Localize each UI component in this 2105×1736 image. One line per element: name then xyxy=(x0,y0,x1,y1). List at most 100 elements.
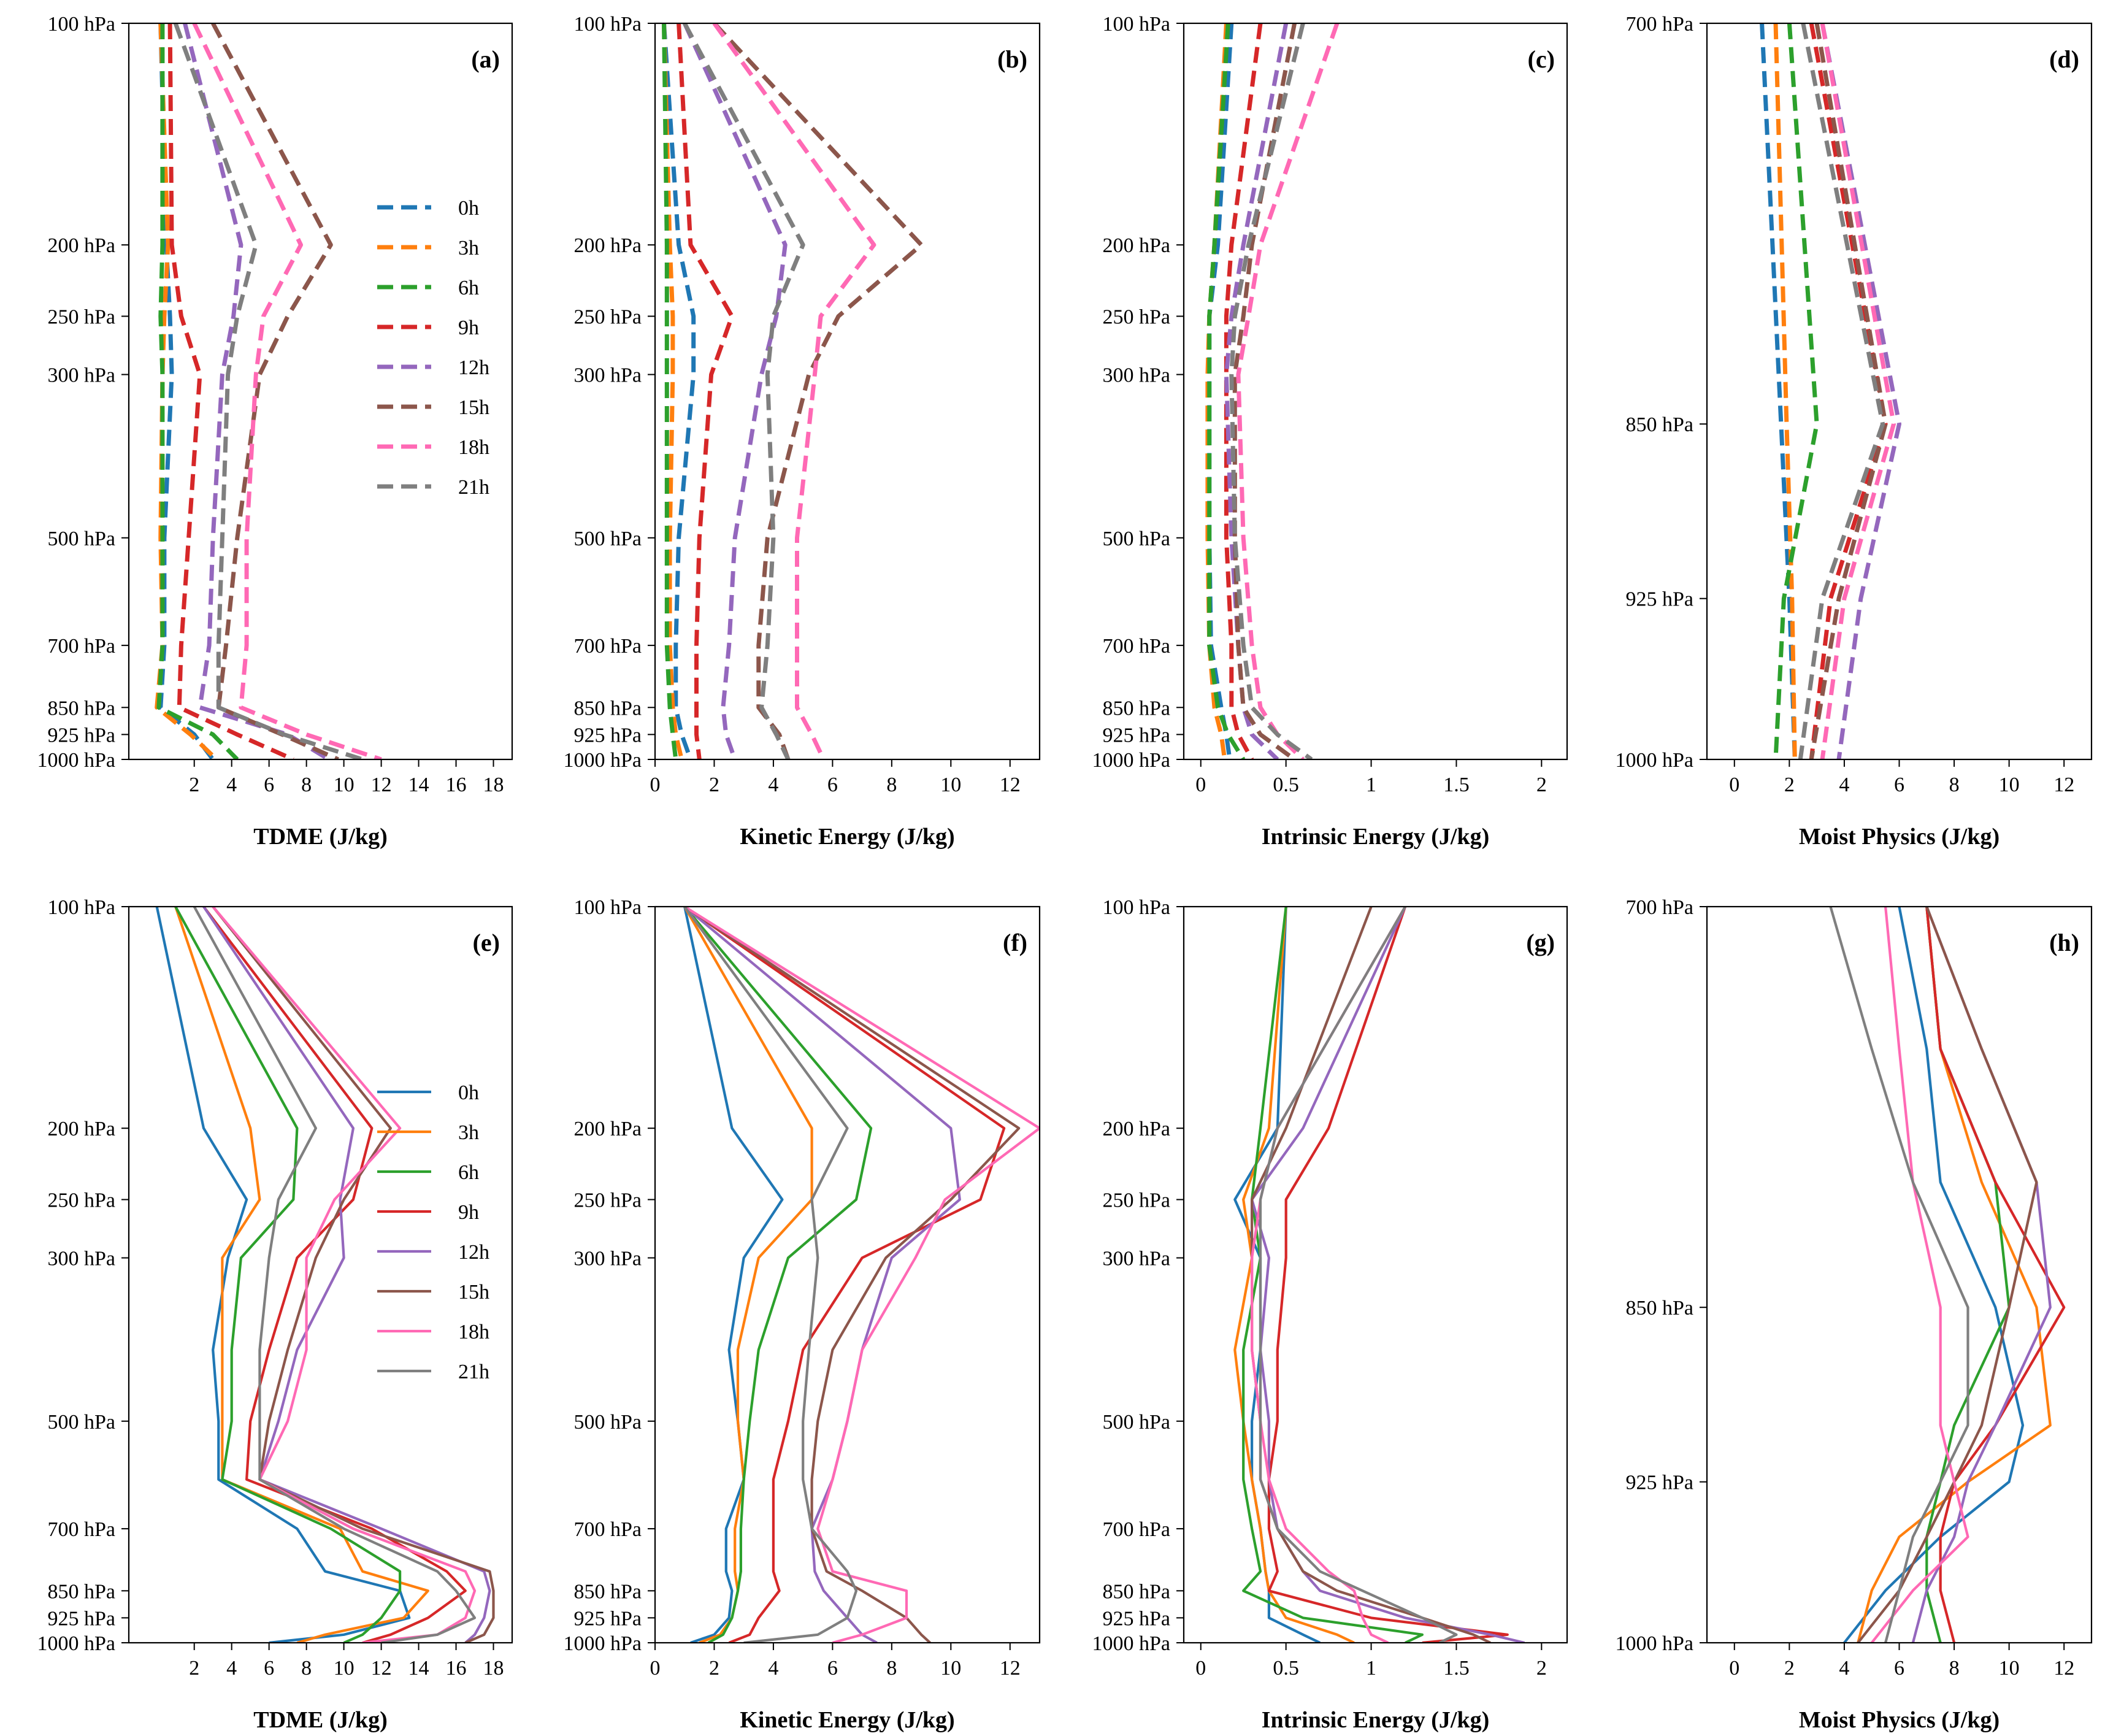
x-tick-label: 12 xyxy=(1000,1657,1021,1680)
y-tick-label: 925 hPa xyxy=(48,1607,116,1630)
series-group xyxy=(683,907,1040,1643)
y-tick-label: 925 hPa xyxy=(574,724,642,747)
x-tick-label: 4 xyxy=(1839,1657,1849,1680)
y-tick-label: 500 hPa xyxy=(1103,1411,1171,1434)
series-line-3h xyxy=(662,23,684,759)
x-tick-label: 2 xyxy=(709,774,719,796)
y-tick-label: 700 hPa xyxy=(48,635,116,658)
series-line-0h xyxy=(155,907,411,1643)
x-tick-label: 6 xyxy=(264,774,274,796)
y-tick-label: 250 hPa xyxy=(1103,306,1171,329)
series-line-6h xyxy=(683,907,873,1643)
x-tick-label: 4 xyxy=(768,1657,778,1680)
x-tick-label: 0 xyxy=(1195,774,1206,796)
series-group xyxy=(1205,23,1340,759)
axes-frame xyxy=(654,22,1041,761)
legend-label: 12h xyxy=(458,1241,489,1264)
axes-frame xyxy=(1183,905,1568,1644)
legend-label: 6h xyxy=(458,277,479,299)
y-tick-label: 500 hPa xyxy=(48,1411,116,1434)
x-tick-label: 0 xyxy=(650,1657,661,1680)
series-line-21h xyxy=(683,907,858,1643)
y-tick-label: 700 hPa xyxy=(1626,896,1694,919)
legend-label: 18h xyxy=(458,436,489,459)
y-tick-label: 850 hPa xyxy=(48,697,116,720)
y-tick-label: 1000 hPa xyxy=(37,1632,116,1655)
panel-label: (a) xyxy=(471,45,500,73)
series-line-21h xyxy=(1259,907,1458,1643)
x-tick-label: 16 xyxy=(446,1657,467,1680)
series-line-15h xyxy=(1857,907,2038,1643)
y-tick-label: 200 hPa xyxy=(48,1118,116,1140)
x-tick-label: 1.5 xyxy=(1443,774,1470,796)
panel-e: 100 hPa 200 hPa 250 hPa 300 hPa 500 hPa 700 h… xyxy=(37,896,513,1733)
series-line-3h xyxy=(1233,907,1355,1643)
panel-label: (c) xyxy=(1528,45,1555,73)
legend-label: 6h xyxy=(458,1161,479,1184)
series-line-12h xyxy=(1224,23,1289,759)
series-line-18h xyxy=(1820,23,1896,759)
y-tick-label: 250 hPa xyxy=(574,1189,642,1212)
series-line-9h xyxy=(684,907,1006,1643)
y-tick-label: 500 hPa xyxy=(48,528,116,550)
panel-a: 100 hPa 200 hPa 250 hPa 300 hPa 500 hPa 700 h… xyxy=(37,13,513,850)
y-tick-label: 1000 hPa xyxy=(37,749,116,772)
x-tick-label: 18 xyxy=(483,774,504,796)
legend-label: 12h xyxy=(458,356,489,379)
y-tick-label: 1000 hPa xyxy=(1092,1632,1171,1655)
x-tick-label: 8 xyxy=(886,1657,897,1680)
y-tick-label: 500 hPa xyxy=(574,528,642,550)
series-line-15h xyxy=(712,23,924,759)
y-tick-label: 925 hPa xyxy=(574,1607,642,1630)
x-tick-label: 14 xyxy=(408,1657,429,1680)
y-tick-label: 100 hPa xyxy=(574,896,642,919)
series-line-15h xyxy=(1250,907,1491,1643)
legend-label: 0h xyxy=(458,197,479,220)
x-tick-label: 2 xyxy=(709,1657,719,1680)
series-line-15h xyxy=(211,23,339,759)
y-tick-label: 300 hPa xyxy=(574,364,642,387)
panel-label: (g) xyxy=(1526,929,1555,956)
y-tick-label: 500 hPa xyxy=(1103,528,1171,550)
y-tick-label: 200 hPa xyxy=(1103,234,1171,257)
y-tick-label: 200 hPa xyxy=(1103,1118,1171,1140)
legend-label: 18h xyxy=(458,1321,489,1343)
x-tick-label: 6 xyxy=(1894,1657,1904,1680)
legend-label: 0h xyxy=(458,1081,479,1104)
legend-label: 15h xyxy=(458,1281,489,1304)
y-tick-label: 500 hPa xyxy=(574,1411,642,1434)
x-tick-label: 12 xyxy=(1000,774,1021,796)
series-line-6h xyxy=(174,907,402,1643)
y-tick-label: 925 hPa xyxy=(1626,588,1694,611)
y-tick-label: 925 hPa xyxy=(1626,1472,1694,1494)
x-tick-label: 2 xyxy=(1536,774,1547,796)
x-tick-label: 2 xyxy=(1784,774,1795,796)
x-tick-label: 10 xyxy=(334,1657,355,1680)
x-tick-label: 8 xyxy=(301,774,312,796)
x-tick-label: 12 xyxy=(371,1657,392,1680)
x-tick-label: 0.5 xyxy=(1273,1657,1299,1680)
legend-label: 9h xyxy=(458,317,479,339)
x-tick-label: 2 xyxy=(189,774,199,796)
x-tick-label: 8 xyxy=(886,774,897,796)
series-line-18h xyxy=(1236,23,1340,759)
series-line-15h xyxy=(1232,23,1297,759)
y-tick-label: 250 hPa xyxy=(574,306,642,329)
axes-frame xyxy=(128,905,513,1644)
panel-label: (h) xyxy=(2049,929,2079,956)
series-line-6h xyxy=(1207,23,1246,759)
y-tick-label: 700 hPa xyxy=(1103,635,1171,658)
panel-label: (d) xyxy=(2049,45,2079,73)
series-line-9h xyxy=(677,23,734,759)
y-tick-label: 850 hPa xyxy=(48,1580,116,1603)
series-line-18h xyxy=(192,23,382,759)
series-line-12h xyxy=(1250,907,1525,1643)
x-tick-label: 0 xyxy=(1195,1657,1206,1680)
y-tick-label: 1000 hPa xyxy=(1092,749,1171,772)
y-tick-label: 1000 hPa xyxy=(564,749,642,772)
y-tick-label: 700 hPa xyxy=(574,1518,642,1541)
x-tick-label: 4 xyxy=(768,774,778,796)
series-group xyxy=(1233,907,1525,1643)
y-tick-label: 200 hPa xyxy=(574,234,642,257)
x-axis-title: Moist Physics (J/kg) xyxy=(1799,1707,2000,1733)
